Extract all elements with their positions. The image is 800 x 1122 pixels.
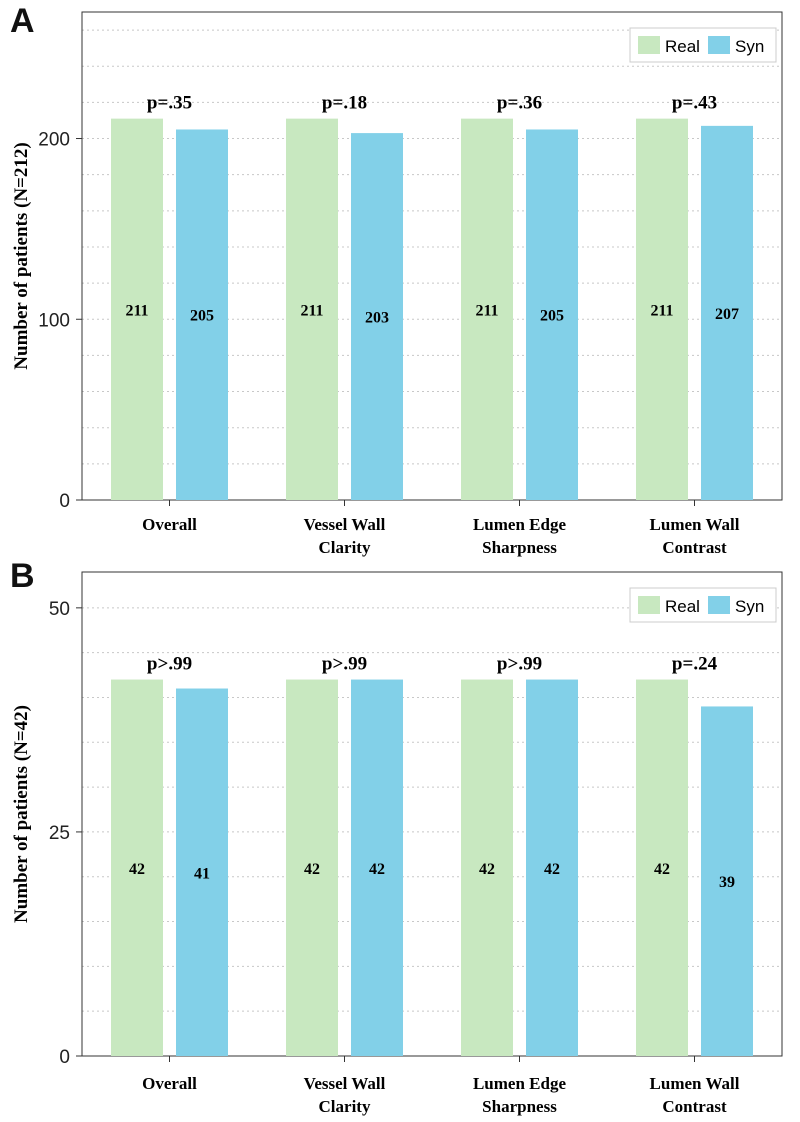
bar-value-label: 211 [300,302,323,319]
legend-label-syn: Syn [735,37,764,56]
bar-syn-2 [526,129,578,500]
x-tick-label: Clarity [319,1097,371,1116]
x-tick-label: Contrast [662,538,727,557]
bar-syn-3 [701,706,753,1056]
bar-value-label: 205 [540,308,564,325]
bar-syn-0 [176,129,228,500]
p-value-label: p=.36 [497,93,542,114]
y-axis-label: Number of patients (N=212) [11,142,32,369]
y-tick-label: 100 [38,310,70,331]
bar-real-2 [461,118,513,501]
bar-value-label: 42 [129,861,145,878]
bar-value-label: 211 [650,302,673,319]
x-tick-label: Clarity [319,538,371,557]
x-tick-label: Vessel Wall [304,515,386,534]
legend: Real Syn [629,587,777,623]
p-value-label: p=.43 [672,93,717,114]
y-tick-label: 200 [38,130,70,151]
bar-real-2 [461,679,513,1056]
x-tick-label: Lumen Wall [650,1074,740,1093]
p-value-label: p>.99 [497,654,542,675]
bar-real-1 [286,118,338,501]
y-tick-label: 0 [59,1047,70,1068]
bar-value-label: 205 [190,308,214,325]
x-tick-label: Vessel Wall [304,1074,386,1093]
bar-value-label: 42 [304,861,320,878]
y-tick-label: 50 [49,599,70,620]
bar-real-3 [636,679,688,1056]
legend-box [629,27,777,63]
legend-label-real: Real [665,597,700,616]
bar-real-0 [111,118,163,501]
bar-real-0 [111,679,163,1056]
panel-letter: A [10,2,35,40]
bar-syn-1 [351,133,403,500]
x-tick-label: Contrast [662,1097,727,1116]
bar-value-label: 41 [194,865,210,882]
bar-value-label: 203 [365,310,389,327]
legend-swatch-syn [708,596,730,614]
bar-syn-2 [526,679,578,1056]
bar-real-3 [636,118,688,501]
x-tick-label: Lumen Edge [473,1074,566,1093]
legend-swatch-real [638,36,660,54]
legend-swatch-real [638,596,660,614]
bar-value-label: 42 [654,861,670,878]
bar-value-label: 207 [715,306,739,323]
chart-panel-a: A 0 100 200 Number of patients (N=212) 211 205… [10,2,783,557]
bar-value-label: 39 [719,874,735,891]
x-tick-label: Sharpness [482,538,557,557]
panel-letter: B [10,557,35,595]
x-tick-label: Lumen Wall [650,515,740,534]
y-tick-label: 0 [59,491,70,512]
plot-frame [81,11,783,501]
bar-value-label: 211 [475,302,498,319]
p-value-label: p>.99 [322,654,367,675]
legend-label-real: Real [665,37,700,56]
legend-label-syn: Syn [735,597,764,616]
plot-frame [81,571,783,1057]
y-tick-label: 25 [49,823,70,844]
p-value-label: p=.18 [322,93,367,114]
x-tick-label: Overall [142,515,197,534]
p-value-label: p=.24 [672,654,718,675]
bar-syn-1 [351,679,403,1056]
x-tick-label: Lumen Edge [473,515,566,534]
bar-value-label: 42 [479,861,495,878]
bar-value-label: 42 [369,861,385,878]
bar-value-label: 211 [125,302,148,319]
p-value-label: p=.35 [147,93,192,114]
y-axis-label: Number of patients (N=42) [11,705,32,923]
x-tick-label: Overall [142,1074,197,1093]
bar-real-1 [286,679,338,1056]
x-tick-label: Sharpness [482,1097,557,1116]
legend-swatch-syn [708,36,730,54]
p-value-label: p>.99 [147,654,192,675]
chart-panel-b: B 0 25 50 Number of patients (N=42) 42 41 p>.99… [10,557,783,1116]
legend: Real Syn [629,27,777,63]
bar-syn-0 [176,688,228,1056]
bar-value-label: 42 [544,861,560,878]
bar-syn-3 [701,125,753,500]
